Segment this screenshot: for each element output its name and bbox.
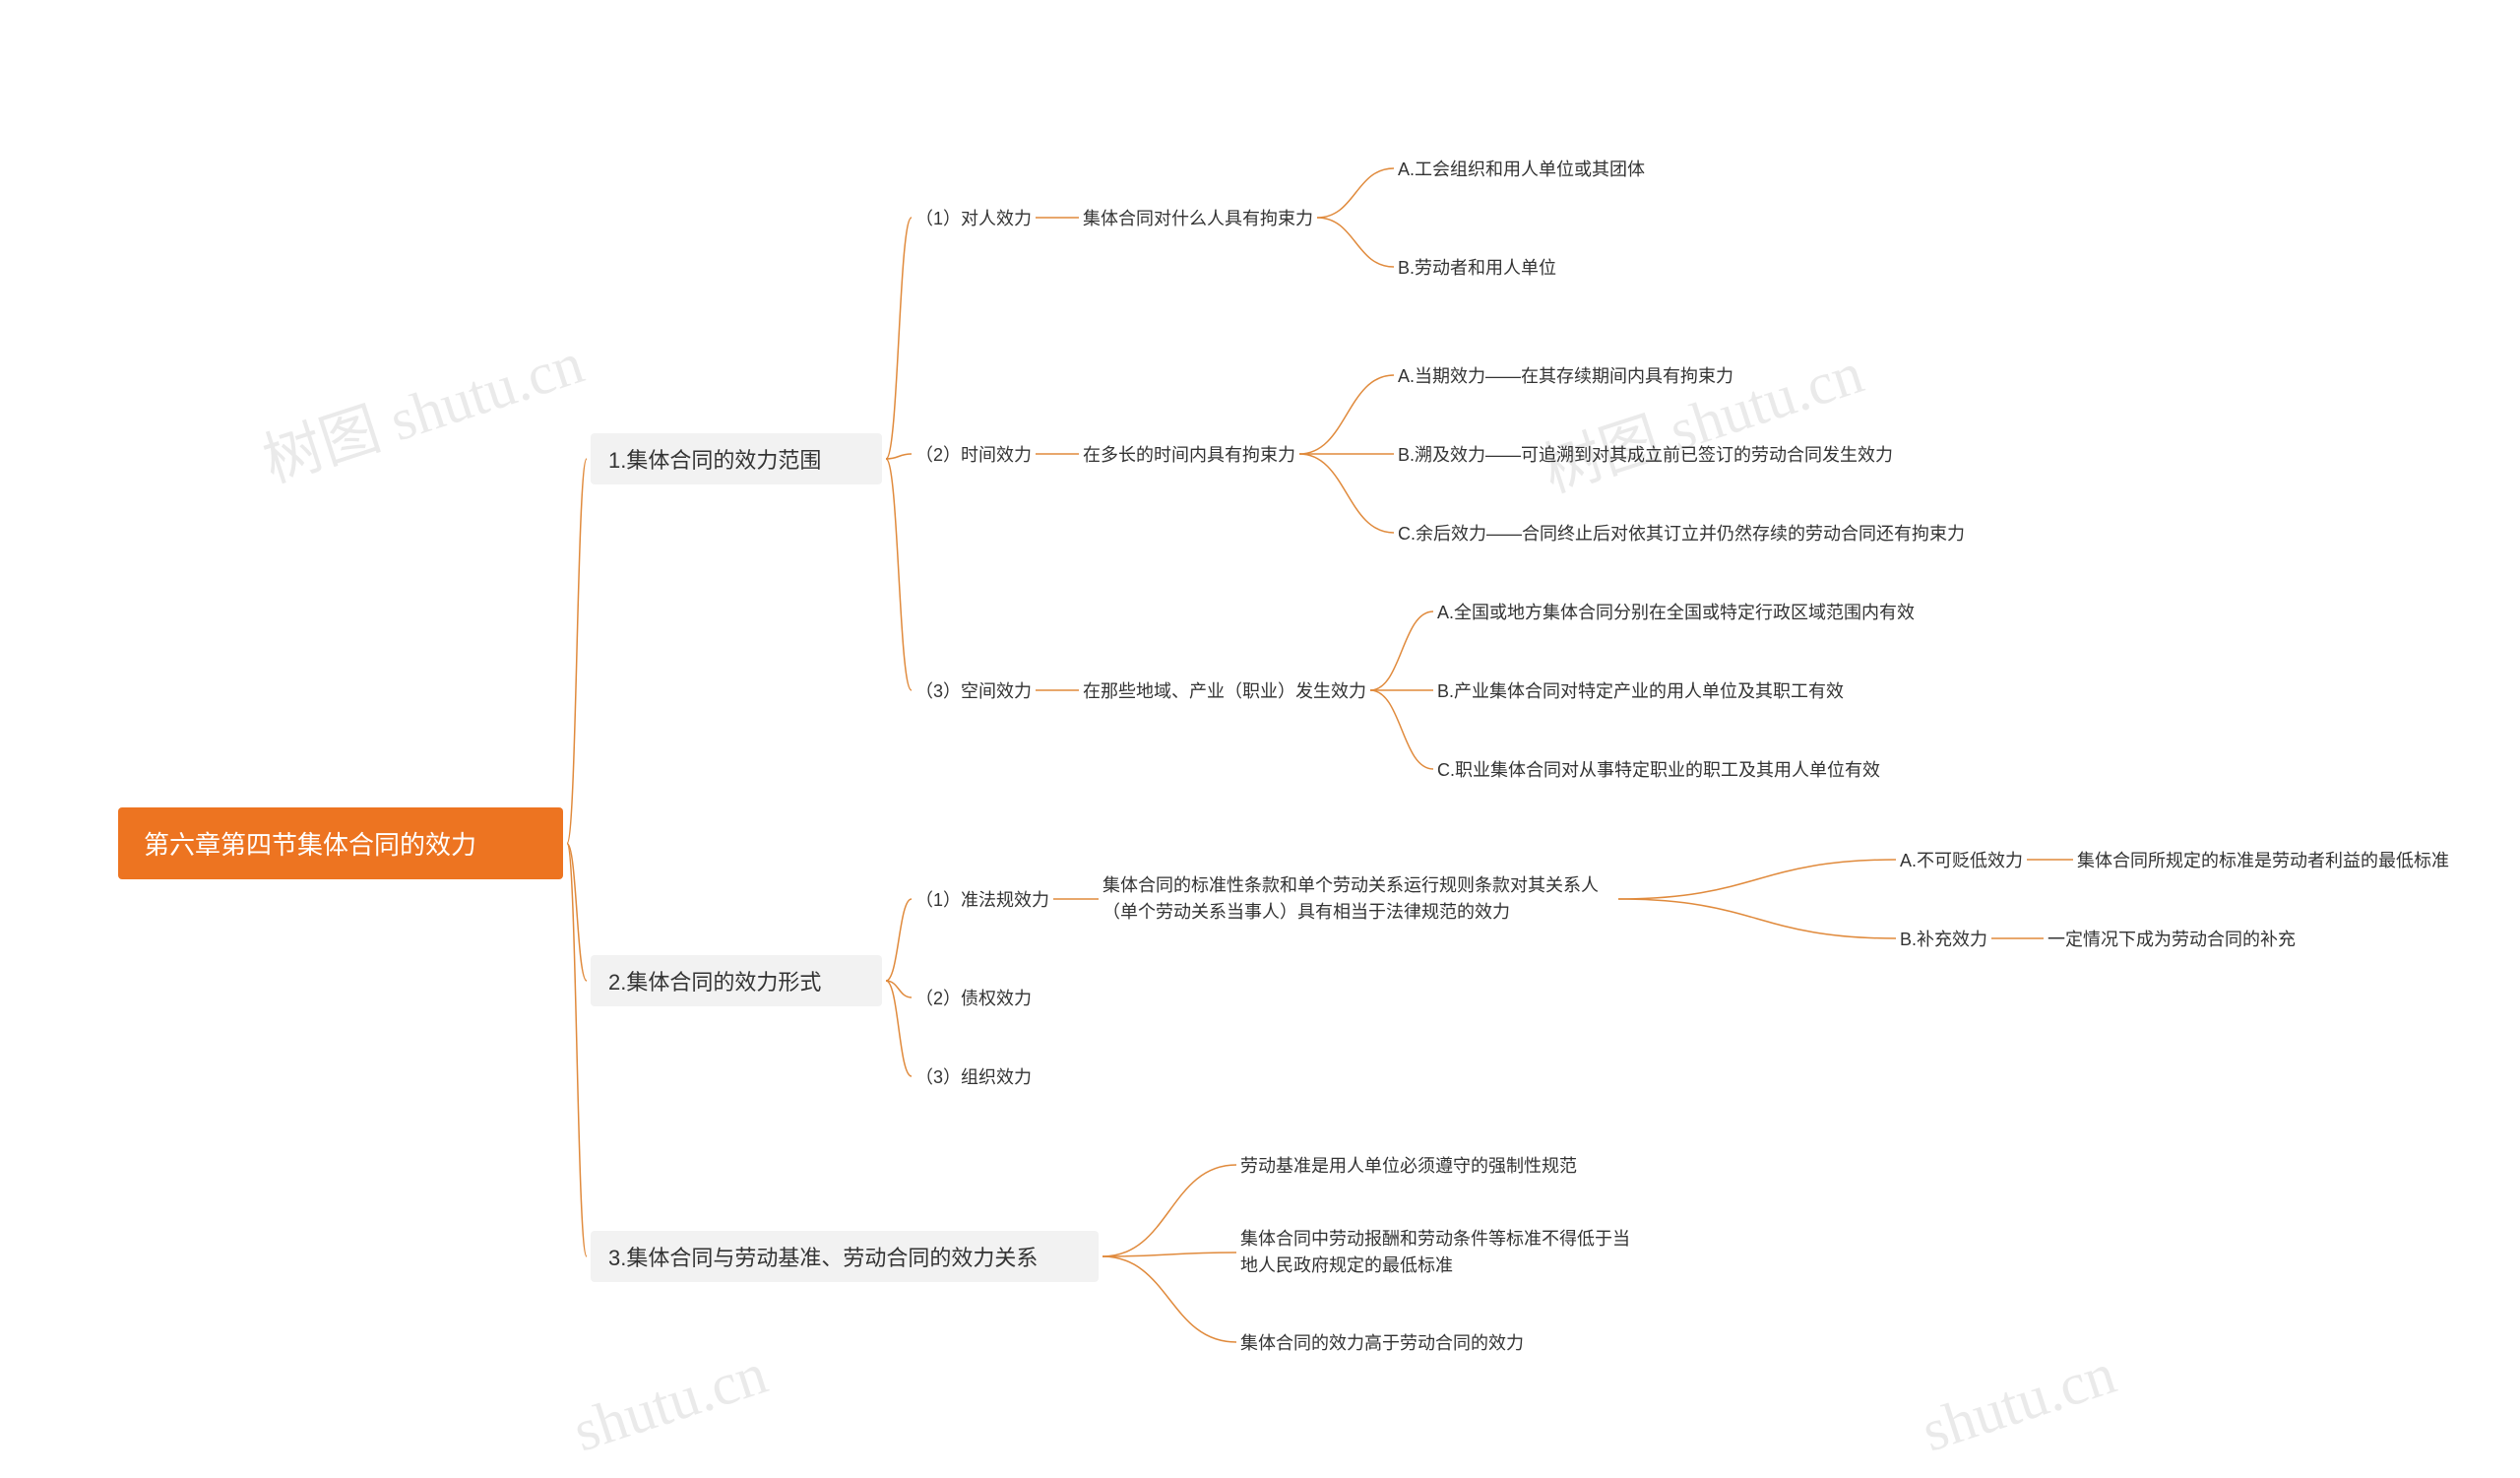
node-s2b: （2）债权效力 xyxy=(915,985,1032,1010)
node-s1c2: B.产业集体合同对特定产业的用人单位及其职工有效 xyxy=(1437,677,1844,703)
edge-s1a_d-s1a1 xyxy=(1317,168,1394,218)
node-s2a_d: 集体合同的标准性条款和单个劳动关系运行规则条款对其关系人（单个劳动关系当事人）具… xyxy=(1102,872,1614,926)
edge-s1c_d-s1c1 xyxy=(1370,611,1433,690)
node-s3b: 集体合同中劳动报酬和劳动条件等标准不得低于当地人民政府规定的最低标准 xyxy=(1240,1226,1634,1279)
node-s3a: 劳动基准是用人单位必须遵守的强制性规范 xyxy=(1240,1152,1577,1178)
edge-s1-s1a xyxy=(886,218,912,459)
node-s1a1: A.工会组织和用人单位或其团体 xyxy=(1398,156,1645,181)
edge-s1-s1b xyxy=(886,454,912,459)
edge-s3-s3c xyxy=(1102,1256,1236,1342)
node-s1a: （1）对人效力 xyxy=(915,205,1032,230)
node-s2a2: B.补充效力 xyxy=(1900,926,1987,951)
node-s2c: （3）组织效力 xyxy=(915,1063,1032,1089)
edge-s2a_d-s2a2 xyxy=(1618,899,1896,938)
edge-s2-s2c xyxy=(886,981,912,1076)
node-s1b: （2）时间效力 xyxy=(915,441,1032,467)
edge-s1b_d-s1b3 xyxy=(1299,454,1394,533)
edge-s1a_d-s1a2 xyxy=(1317,218,1394,267)
node-s2a2d: 一定情况下成为劳动合同的补充 xyxy=(2048,926,2296,951)
node-s1c: （3）空间效力 xyxy=(915,677,1032,703)
node-s1a_d: 集体合同对什么人具有拘束力 xyxy=(1083,205,1313,230)
node-s2a1d: 集体合同所规定的标准是劳动者利益的最低标准 xyxy=(2077,847,2449,872)
node-s1c_d: 在那些地域、产业（职业）发生效力 xyxy=(1083,677,1366,703)
node-s1b2: B.溯及效力——可追溯到对其成立前已签订的劳动合同发生效力 xyxy=(1398,441,1893,467)
edge-s2a_d-s2a1 xyxy=(1618,860,1896,899)
node-root: 第六章第四节集体合同的效力 xyxy=(118,807,563,879)
edge-s3-s3a xyxy=(1102,1165,1236,1256)
node-s3c: 集体合同的效力高于劳动合同的效力 xyxy=(1240,1329,1524,1355)
node-s1b3: C.余后效力——合同终止后对依其订立并仍然存续的劳动合同还有拘束力 xyxy=(1398,520,1965,546)
node-s1c1: A.全国或地方集体合同分别在全国或特定行政区域范围内有效 xyxy=(1437,599,1915,624)
node-s2: 2.集体合同的效力形式 xyxy=(591,955,882,1006)
node-s1c3: C.职业集体合同对从事特定职业的职工及其用人单位有效 xyxy=(1437,756,1880,782)
node-s1b_d: 在多长的时间内具有拘束力 xyxy=(1083,441,1295,467)
node-s1: 1.集体合同的效力范围 xyxy=(591,433,882,484)
node-s2a1: A.不可贬低效力 xyxy=(1900,847,2023,872)
edge-s2-s2a xyxy=(886,899,912,981)
edge-s1c_d-s1c3 xyxy=(1370,690,1433,769)
edge-s1-s1c xyxy=(886,459,912,690)
edge-s1b_d-s1b1 xyxy=(1299,375,1394,454)
node-s1a2: B.劳动者和用人单位 xyxy=(1398,254,1556,280)
edge-root-s1 xyxy=(567,459,587,844)
node-s3: 3.集体合同与劳动基准、劳动合同的效力关系 xyxy=(591,1231,1099,1282)
node-s2a: （1）准法规效力 xyxy=(915,886,1049,912)
node-s1b1: A.当期效力——在其存续期间内具有拘束力 xyxy=(1398,362,1733,388)
